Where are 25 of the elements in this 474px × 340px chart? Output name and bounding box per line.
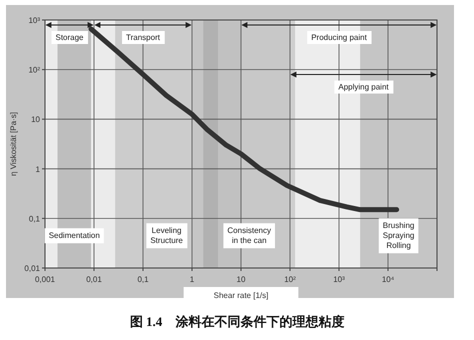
x-tick-label: 10 [236,275,246,284]
y-axis-title: η Viskosität [Pa·s] [9,112,18,176]
y-tick-label: 10 [31,115,41,124]
band-label: Producing paint [311,33,368,42]
x-tick-label: 0,1 [137,275,150,284]
band-label: Storage [55,33,84,42]
x-axis-title: Shear rate [1/s] [214,291,268,300]
band-label: Applying paint [338,82,390,92]
x-tick-label: 10² [284,275,296,284]
x-tick-label: 10³ [333,275,346,284]
band-label: Leveling Structure [150,226,184,246]
y-tick-label: 10² [28,66,40,75]
caption: 图 1.4 涂料在不同条件下的理想粘度 [130,314,344,329]
band-label: Transport [126,33,161,42]
x-tick-label: 10⁴ [382,275,395,284]
band-label: Brushing Spraying Rolling [382,221,414,250]
y-tick-label: 0,01 [24,264,41,273]
band-label: Consistency in the can [227,226,271,246]
x-tick-label: 1 [190,275,195,284]
y-tick-label: 0,1 [28,214,41,224]
x-tick-label: 0,001 [34,275,56,284]
y-tick-label: 10³ [28,16,40,25]
band-label: Sedimentation [48,231,100,240]
y-tick-label: 1 [36,164,41,174]
x-tick-label: 0,01 [86,275,102,284]
